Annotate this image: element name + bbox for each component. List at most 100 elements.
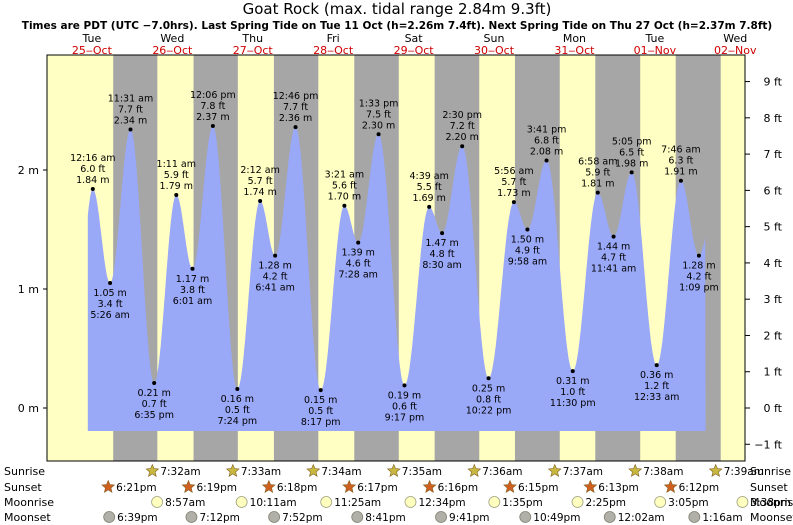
sunset-time: 6:17pm: [357, 482, 397, 494]
tide-ft-label: 4.2 ft: [686, 272, 711, 283]
tide-time-label: 5:26 am: [90, 310, 129, 321]
right-tick-label: 0 ft: [764, 402, 783, 415]
tide-m-label: 1.47 m: [425, 238, 458, 249]
tide-m-label: 1.91 m: [664, 167, 697, 178]
plot-frame: [46, 54, 746, 462]
tide-m-label: 1.73 m: [497, 188, 530, 199]
sunrise-time: 7:35am: [402, 466, 442, 478]
right-axis: −1 ft 0 ft 1 ft 2 ft 3 ft 4 ft 5 ft 6 ft 7 ft 8 f…: [745, 76, 783, 451]
tide-ft-label: 4.6 ft: [346, 259, 371, 270]
chart-subtitle: Times are PDT (UTC −7.0hrs). Last Spring…: [22, 20, 772, 32]
tide-ft-label: 7.5 ft: [366, 109, 391, 120]
moonset-time: 8:41pm: [365, 512, 405, 524]
tide-ft-label: 5.9 ft: [585, 168, 610, 179]
tide-time-label: 3:21 am: [325, 170, 364, 181]
tide-ft-label: 3.4 ft: [98, 299, 123, 310]
sunset-row-label-left: Sunset: [4, 481, 42, 494]
tide-ft-label: 7.8 ft: [200, 101, 225, 112]
tide-time-label: 7:46 am: [661, 145, 700, 156]
tide-time-label: 12:06 pm: [190, 90, 236, 101]
tide-time-label: 12:46 pm: [273, 91, 319, 102]
moonset-row-label-right: Moonset: [750, 511, 793, 524]
tide-ft-label: 5.7 ft: [501, 177, 526, 188]
moonset-icon: [435, 511, 447, 523]
moonrise-row-label-right: Moonrise: [750, 496, 793, 509]
tide-point: [486, 376, 491, 381]
sunrise-row-label-right: Sunrise: [750, 465, 791, 478]
day-name: Mon: [563, 32, 586, 45]
tide-time-label: 11:30 pm: [550, 398, 596, 409]
tide-point: [258, 198, 263, 203]
moonrise-icon: [404, 496, 417, 508]
tide-point: [90, 187, 95, 192]
tide-time-label: 6:01 am: [173, 296, 212, 307]
sunset-icon: [101, 479, 116, 493]
tide-point: [190, 266, 195, 271]
tide-area: [87, 126, 706, 431]
sunrise-time: 7:32am: [160, 466, 200, 478]
day-name: Thu: [241, 32, 263, 45]
moonrise-time: 2:25pm: [586, 497, 626, 509]
right-tick-label: 1 ft: [764, 366, 783, 379]
tide-m-label: 2.34 m: [114, 116, 147, 127]
moonrise-time: 8:57am: [165, 497, 205, 509]
tide-m-label: 1.44 m: [597, 242, 630, 253]
right-tick-label: 2 ft: [764, 329, 783, 342]
tide-m-label: 1.84 m: [76, 175, 109, 186]
tide-time-label: 11:41 am: [591, 264, 636, 275]
tide-ft-label: 5.9 ft: [164, 170, 189, 181]
tide-time-label: 3:41 pm: [527, 124, 567, 135]
tide-point: [544, 158, 549, 163]
moonrise-icon: [151, 496, 164, 508]
sunset-time: 6:12pm: [679, 482, 719, 494]
tide-time-label: 12:33 am: [634, 392, 679, 403]
day-date: 26‒Oct: [152, 44, 193, 57]
tide-m-label: 1.17 m: [176, 274, 209, 285]
tide-point: [293, 125, 298, 130]
sunrise-icon: [225, 463, 240, 477]
moonrise-time: 3:38pm: [750, 497, 790, 509]
tide-point: [273, 253, 278, 258]
moonrise-icon: [736, 496, 749, 508]
moonrise-row-label-left: Moonrise: [4, 496, 54, 509]
moonset-icon: [268, 511, 281, 523]
tide-m-label: 0.21 m: [137, 388, 170, 399]
tide-point: [402, 383, 407, 388]
sunset-time: 6:15pm: [518, 482, 558, 494]
tide-ft-label: 4.8 ft: [430, 249, 455, 260]
day-date: 27‒Oct: [233, 44, 274, 57]
sunrise-time: 7:36am: [482, 466, 522, 478]
moonset-row-label-left: Moonset: [4, 511, 51, 524]
right-tick-label: 9 ft: [764, 76, 783, 89]
right-tick-label: 7 ft: [764, 148, 783, 161]
tide-time-label: 2:12 am: [240, 165, 279, 176]
tide-point: [174, 192, 179, 197]
day-name: Tue: [82, 32, 102, 45]
left-tick-label: 0 m: [18, 402, 39, 415]
tide-point: [570, 369, 575, 374]
tide-time-label: 8:17 pm: [301, 417, 341, 428]
sunrise-row-label-left: Sunrise: [4, 465, 45, 478]
sunrise-time: 7:39am: [724, 466, 764, 478]
tide-m-label: 2.37 m: [196, 112, 229, 123]
tide-m-label: 1.81 m: [581, 179, 614, 190]
tide-point: [460, 144, 465, 149]
tide-point: [595, 190, 600, 195]
tide-m-label: 1.69 m: [412, 193, 445, 204]
moonset-icon: [351, 511, 364, 523]
right-tick-label: 6 ft: [764, 184, 783, 197]
astro-rows: Sunrise Sunrise Sunset Sunset Moonrise Moonri…: [4, 463, 793, 524]
sunset-icon: [261, 479, 276, 493]
sunrise-icon: [386, 463, 401, 477]
day-date: 31‒Oct: [554, 44, 595, 57]
tide-ft-label: 4.2 ft: [263, 272, 288, 283]
sunset-time: 6:13pm: [598, 482, 638, 494]
tide-time-label: 1:11 am: [157, 159, 196, 170]
tide-point: [525, 227, 530, 232]
tide-point: [318, 388, 323, 393]
tide-m-label: 1.98 m: [615, 158, 648, 169]
day-name: Sun: [484, 32, 505, 45]
tide-ft-label: 5.6 ft: [332, 181, 357, 192]
sunrise-time: 7:33am: [241, 466, 281, 478]
tide-m-label: 1.05 m: [93, 288, 126, 299]
